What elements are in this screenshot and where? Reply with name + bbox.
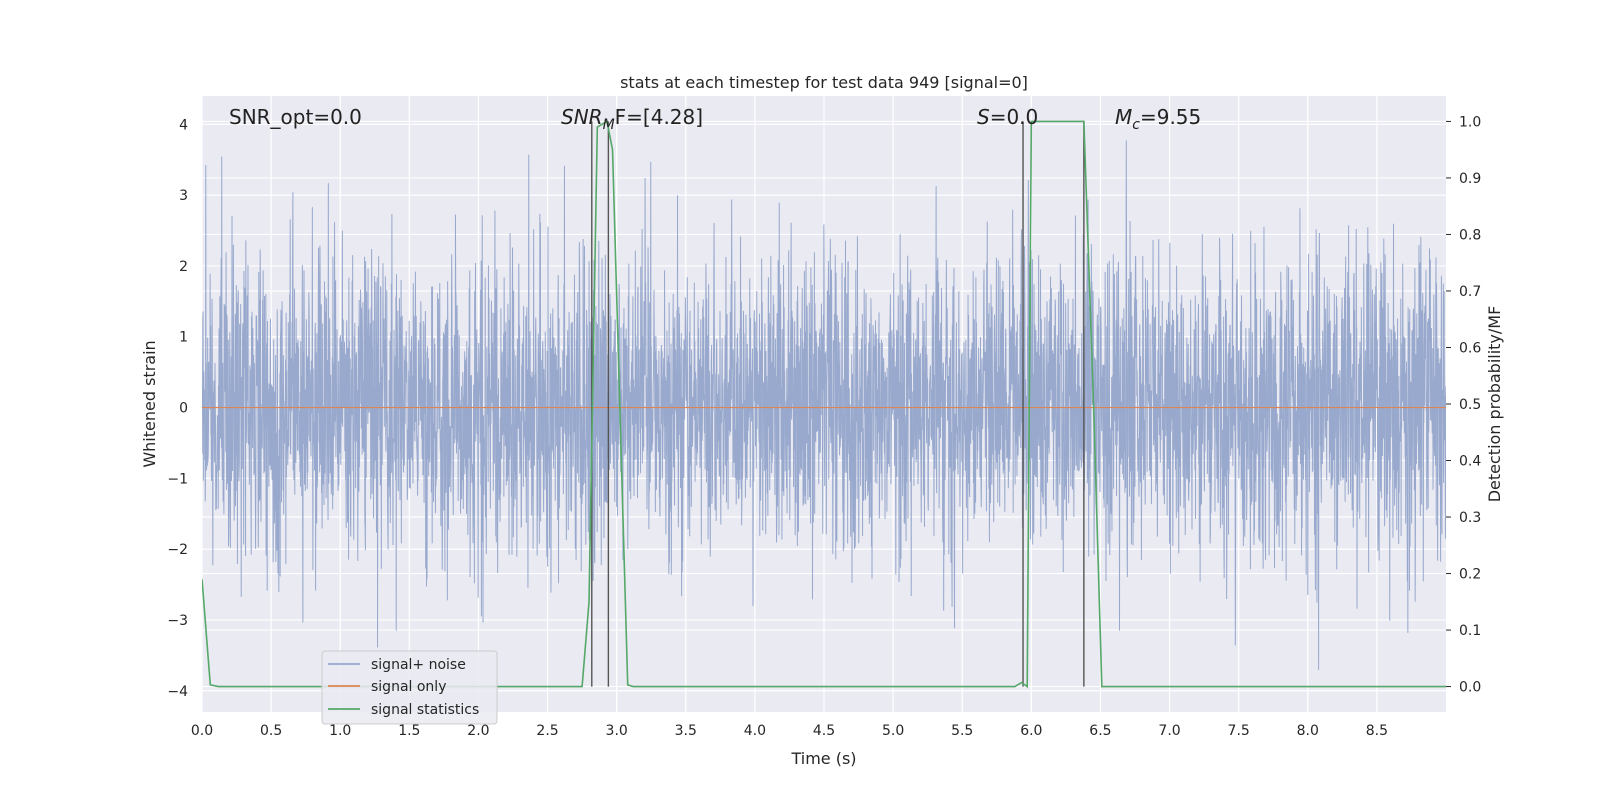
- y-axis-label: Whitened strain: [140, 340, 159, 467]
- annotation-snr-mf-rest: F=[4.28]: [615, 105, 703, 129]
- annotation-mc-sub: c: [1132, 117, 1140, 133]
- x-tick-label: 8.5: [1366, 723, 1388, 739]
- y-right-tick-label: 0.9: [1459, 171, 1481, 187]
- x-tick-label: 1.0: [329, 723, 351, 739]
- y-right-tick-label: 0.7: [1459, 284, 1481, 300]
- legend-label-signal: signal only: [371, 679, 446, 695]
- legend: signal+ noise signal only signal statist…: [321, 650, 498, 725]
- legend-label-statistics: signal statistics: [371, 702, 479, 718]
- x-tick-label: 6.5: [1089, 723, 1111, 739]
- x-tick-label: 6.0: [1020, 723, 1042, 739]
- annotation-mc-base: M: [1115, 105, 1132, 129]
- annotation-s-rest: =0.0: [990, 105, 1039, 129]
- y-right-tick-label: 0.6: [1459, 340, 1481, 356]
- x-tick-label: 0.5: [260, 723, 282, 739]
- x-tick-label: 3.0: [606, 723, 628, 739]
- x-tick-label: 1.5: [398, 723, 420, 739]
- annotation-snr-mf-sub: M: [603, 117, 615, 133]
- y-right-tick-label: 0.0: [1459, 680, 1481, 696]
- annotation-snr-opt: SNR_opt=0.0: [229, 105, 362, 129]
- annotation-mc-rest: =9.55: [1140, 105, 1201, 129]
- x-tick-label: 3.5: [675, 723, 697, 739]
- annotation-s-var: S: [977, 105, 990, 129]
- y-tick-label: 2: [179, 259, 188, 275]
- y-right-tick-label: 0.4: [1459, 454, 1481, 470]
- y-right-tick-label: 0.2: [1459, 567, 1481, 583]
- series-signal-noise-line: [202, 140, 1446, 670]
- y-right-tick-label: 1.0: [1459, 114, 1481, 130]
- x-tick-label: 2.5: [536, 723, 558, 739]
- annotation-snr-mf-base: SNR: [561, 105, 603, 129]
- y-tick-label: 1: [179, 330, 188, 346]
- y-tick-label: 3: [179, 188, 188, 204]
- series-signal-statistics-line: [202, 120, 1446, 689]
- y-right-tick-label: 0.3: [1459, 510, 1481, 526]
- y-tick-label: −3: [167, 613, 188, 629]
- y-right-tick-label: 0.5: [1459, 397, 1481, 413]
- y-right-tick-label: 0.8: [1459, 227, 1481, 243]
- y-right-axis-label: Detection probability/MF: [1485, 306, 1504, 503]
- x-axis-label: Time (s): [790, 749, 856, 768]
- chart-title: stats at each timestep for test data 949…: [620, 73, 1028, 92]
- x-tick-label: 5.5: [951, 723, 973, 739]
- y-tick-labels: 4 3 2 1 0 −1 −2 −3 −4: [167, 117, 188, 699]
- annotation-snr-mf: SNRMF=[4.28]: [561, 105, 703, 133]
- y-right-tick-label: 0.1: [1459, 623, 1481, 639]
- x-tick-label: 2.0: [467, 723, 489, 739]
- legend-label-noise: signal+ noise: [371, 657, 466, 673]
- y-tick-label: −2: [167, 542, 188, 558]
- y-tick-label: 0: [179, 401, 188, 417]
- x-tick-label: 4.0: [744, 723, 766, 739]
- legend-box: [321, 650, 498, 725]
- x-tick-label: 7.5: [1228, 723, 1250, 739]
- x-tick-label: 7.0: [1158, 723, 1180, 739]
- x-tick-labels: 0.0 0.5 1.0 1.5 2.0 2.5 3.0 3.5 4.0 4.5 5.0 5.5 6.0 6…: [191, 723, 1388, 739]
- x-tick-label: 0.0: [191, 723, 213, 739]
- y-tick-label: −1: [167, 471, 188, 487]
- x-tick-label: 5.0: [882, 723, 904, 739]
- x-tick-label: 8.0: [1297, 723, 1319, 739]
- annotation-s: S=0.0: [977, 105, 1038, 129]
- y-tick-label: 4: [179, 117, 188, 133]
- y-right-tick-labels: 1.0 0.9 0.8 0.7 0.6 0.5 0.4 0.3 0.2 0.1 0.0: [1446, 114, 1481, 696]
- y-tick-label: −4: [167, 684, 188, 700]
- annotation-mc: Mc=9.55: [1115, 105, 1201, 133]
- x-tick-label: 4.5: [813, 723, 835, 739]
